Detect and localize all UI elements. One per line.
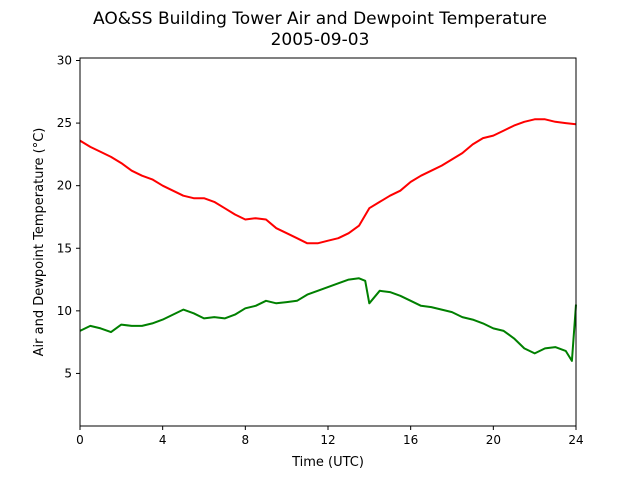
series-line-0 xyxy=(79,118,577,245)
x-tick-label: 0 xyxy=(76,433,84,447)
y-tick-label: 25 xyxy=(57,116,72,130)
y-ticks: 5 10 15 20 25 30 xyxy=(57,54,80,380)
y-tick-label: 5 xyxy=(64,366,72,380)
x-tick-label: 4 xyxy=(159,433,167,447)
x-tick-label: 24 xyxy=(568,433,583,447)
chart-subtitle: 2005-09-03 xyxy=(271,30,370,50)
y-tick-label: 10 xyxy=(57,304,72,318)
x-tick-label: 8 xyxy=(242,433,250,447)
x-tick-label: 20 xyxy=(486,433,501,447)
x-tick-label: 16 xyxy=(403,433,418,447)
plot-lines xyxy=(79,118,577,362)
x-tick-label: 12 xyxy=(320,433,335,447)
x-ticks: 0 4 8 12 16 20 24 xyxy=(76,426,584,447)
chart-title: AO&SS Building Tower Air and Dewpoint Te… xyxy=(93,9,547,29)
x-axis-label: Time (UTC) xyxy=(291,455,364,470)
series-line-1 xyxy=(79,277,577,362)
y-tick-label: 15 xyxy=(57,241,72,255)
y-tick-label: 30 xyxy=(57,54,72,68)
y-tick-label: 20 xyxy=(57,179,72,193)
y-axis-label: Air and Dewpoint Temperature (°C) xyxy=(32,128,47,357)
